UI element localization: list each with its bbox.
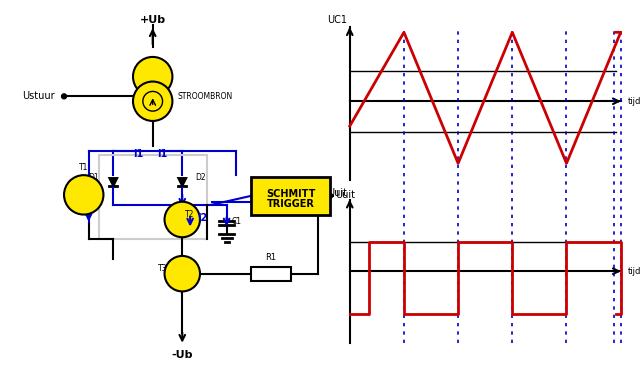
Circle shape xyxy=(164,202,200,237)
FancyBboxPatch shape xyxy=(252,177,330,215)
Text: Uuit: Uuit xyxy=(335,190,355,200)
Circle shape xyxy=(133,81,172,121)
Text: SCHMITT: SCHMITT xyxy=(266,189,316,199)
Text: C1: C1 xyxy=(232,217,241,226)
Text: D1: D1 xyxy=(88,173,99,182)
Polygon shape xyxy=(109,178,117,186)
Text: I1: I1 xyxy=(133,148,143,159)
Text: TRIGGER: TRIGGER xyxy=(267,199,315,209)
Text: -Ub: -Ub xyxy=(172,350,193,360)
Text: Uuit: Uuit xyxy=(327,188,347,198)
Text: tijd: tijd xyxy=(628,97,640,106)
Bar xyxy=(252,267,291,280)
Circle shape xyxy=(133,57,172,96)
Text: T1: T1 xyxy=(79,163,88,172)
Text: UC1: UC1 xyxy=(327,16,347,26)
Text: T3: T3 xyxy=(158,264,167,273)
Circle shape xyxy=(64,175,104,215)
Text: Ustuur: Ustuur xyxy=(22,91,54,101)
Text: +Ub: +Ub xyxy=(140,14,166,24)
Text: tijd: tijd xyxy=(628,267,640,276)
Circle shape xyxy=(143,91,163,111)
Polygon shape xyxy=(179,178,186,186)
Circle shape xyxy=(164,256,200,292)
Text: I2: I2 xyxy=(197,212,207,222)
Text: STROOMBRON: STROOMBRON xyxy=(177,92,232,101)
Circle shape xyxy=(328,194,333,198)
Bar xyxy=(99,155,207,239)
Text: D2: D2 xyxy=(195,173,205,182)
Text: I1: I1 xyxy=(157,148,168,159)
Circle shape xyxy=(61,94,67,99)
Text: T2: T2 xyxy=(185,210,195,219)
Text: R1: R1 xyxy=(266,253,276,262)
